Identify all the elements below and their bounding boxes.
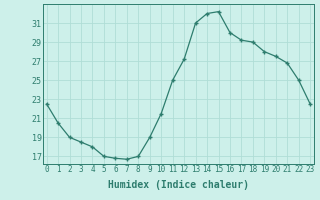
X-axis label: Humidex (Indice chaleur): Humidex (Indice chaleur): [108, 180, 249, 190]
